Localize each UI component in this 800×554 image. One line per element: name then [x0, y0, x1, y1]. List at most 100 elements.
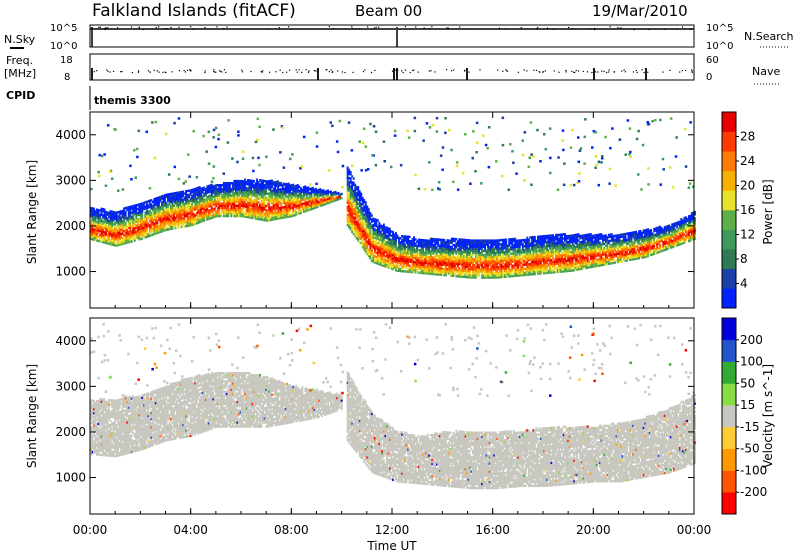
power-cell-1: [499, 263, 502, 267]
power-cell-0: [135, 206, 138, 209]
power-cell-1: [493, 247, 496, 251]
power-cell-0: [150, 215, 153, 218]
power-cell-1: [487, 249, 490, 253]
power-cell-1: [408, 258, 411, 261]
power-cell-1: [514, 243, 517, 247]
nsearch-point: [130, 26, 133, 28]
power-cell-0: [170, 227, 172, 231]
power-cell-1: [387, 231, 390, 234]
power-cell-0: [248, 183, 251, 186]
power-cell-1: [517, 241, 520, 244]
power-cell-0: [310, 207, 313, 211]
power-cell-0: [204, 216, 207, 220]
power-cell-1: [497, 255, 500, 259]
power-cell-1: [351, 189, 354, 192]
power-cell-1: [493, 253, 496, 257]
power-cell-0: [256, 213, 259, 216]
power-cell-0: [262, 189, 265, 193]
power-cell-0: [182, 200, 185, 204]
power-cell-0: [96, 231, 98, 234]
power-cell-0: [331, 194, 334, 197]
power-cell-0: [209, 196, 212, 200]
power-cell-1: [479, 253, 482, 257]
power-cell-0: [293, 193, 296, 196]
power-cell-1: [373, 228, 376, 231]
power-cell-1: [381, 241, 384, 244]
power-cell-1: [408, 235, 411, 239]
power-cell-0: [263, 196, 266, 199]
power-cell-0: [227, 190, 230, 193]
power-cell-1: [346, 223, 349, 227]
power-cell-0: [179, 203, 182, 206]
power-cell-0: [213, 207, 216, 210]
power-cell-1: [393, 239, 396, 243]
power-cell-0: [215, 200, 218, 204]
power-cell-1: [535, 254, 538, 257]
power-cell-0: [159, 208, 162, 211]
power-cell-0: [278, 208, 281, 212]
power-cell-0: [262, 210, 265, 213]
power-cell-0: [283, 210, 286, 213]
power-cell-0: [176, 191, 179, 195]
power-cell-1: [411, 240, 414, 243]
power-cell-0: [177, 216, 180, 219]
power-cell-0: [179, 201, 182, 204]
power-cell-1: [363, 242, 366, 245]
power-cell-0: [244, 178, 246, 181]
power-cell-1: [348, 201, 351, 204]
power-cell-0: [302, 208, 305, 211]
power-cell-0: [120, 222, 123, 225]
power-cell-0: [192, 212, 195, 216]
power-cell-1: [446, 261, 449, 265]
power-cell-0: [257, 209, 260, 213]
power-cell-1: [497, 259, 500, 263]
power-cell-1: [393, 243, 396, 247]
power-cell-0: [248, 201, 251, 205]
power-cell-0: [265, 204, 268, 208]
power-cell-1: [395, 252, 397, 256]
power-cell-1: [502, 259, 505, 262]
power-cell-0: [286, 213, 289, 217]
power-cell-1: [441, 244, 444, 248]
power-cell-0: [318, 201, 320, 204]
power-cell-0: [185, 208, 188, 211]
power-cell-1: [472, 251, 474, 255]
power-cell-0: [127, 230, 130, 234]
power-cell-0: [144, 221, 147, 225]
power-cell-0: [289, 192, 292, 196]
power-cell-0: [180, 199, 183, 202]
power-cell-1: [455, 238, 458, 241]
power-cell-1: [508, 275, 511, 278]
power-cell-0: [91, 231, 94, 235]
power-cell-1: [444, 265, 447, 269]
power-cell-0: [192, 192, 195, 195]
power-cell-1: [478, 247, 481, 251]
power-cell-1: [544, 265, 547, 269]
power-cell-1: [417, 238, 420, 242]
power-cell-1: [438, 250, 441, 254]
power-cell-0: [253, 186, 256, 189]
power-cell-1: [351, 218, 354, 221]
power-cell-1: [404, 257, 407, 261]
power-cell-0: [141, 237, 144, 240]
power-cell-1: [491, 245, 494, 249]
power-cell-0: [195, 189, 198, 192]
power-cell-1: [420, 265, 423, 269]
power-cell-1: [503, 271, 506, 274]
power-cell-1: [376, 233, 379, 237]
power-cell-1: [357, 231, 360, 234]
power-cell-0: [93, 224, 95, 227]
power-cell-0: [153, 228, 156, 232]
power-cell-1: [429, 268, 432, 271]
power-cell-1: [405, 256, 408, 259]
power-cell-0: [189, 224, 192, 227]
power-cell-0: [173, 192, 176, 195]
power-cell-0: [197, 203, 200, 206]
power-cell-0: [158, 227, 160, 230]
power-cell-1: [399, 249, 402, 252]
power-cell-0: [124, 229, 127, 232]
power-cell-1: [378, 232, 381, 235]
power-cell-1: [425, 257, 428, 261]
power-cell-1: [429, 239, 432, 243]
power-cell-1: [446, 267, 449, 271]
